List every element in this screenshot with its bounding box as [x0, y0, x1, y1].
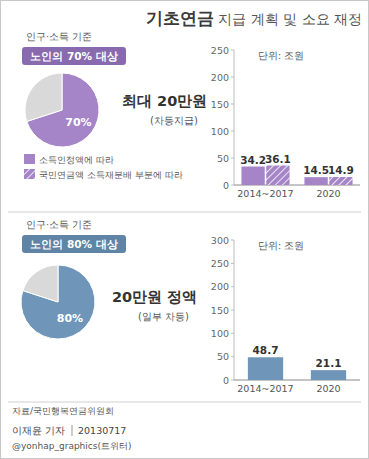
reporter: 이재윤 기자 [12, 425, 65, 436]
source: 자료/국민행복연금위원회 [12, 406, 114, 416]
y-tick [231, 104, 234, 105]
badge-box [22, 235, 126, 253]
criterion: 인구·소득 기준 [26, 31, 92, 42]
legend-label: 소득인정액에 따라 [39, 155, 114, 165]
y-tick [231, 356, 234, 357]
amount: 20만원 정액 [112, 289, 197, 305]
bar [266, 166, 289, 185]
data-label: 48.7 [253, 344, 279, 356]
graphic: 기초연금지급 계획 및 소요 재정인구·소득 기준노인의 70% 대상최대 20… [0, 0, 369, 459]
bar-chart: 0 50 100 150 200 250 단위: 조원 34.2 14.5 36.1 14.9 201… [211, 45, 360, 200]
badge: 노인의 70% 대상 [30, 50, 117, 62]
divider [8, 212, 361, 213]
y-tick-label: 300 [211, 235, 229, 246]
y-tick [231, 263, 234, 264]
x-tick-label: 2020 [316, 188, 340, 199]
y-tick-label: 150 [211, 99, 229, 110]
bars [248, 357, 346, 380]
bar [311, 370, 346, 380]
y-tick-label: 250 [211, 258, 229, 269]
data-label: 34.2 [240, 154, 266, 166]
y-tick-label: 250 [211, 45, 229, 56]
pie-label: 80% [57, 312, 83, 325]
pie-slice [23, 265, 58, 302]
y-tick-label: 100 [211, 126, 229, 137]
data-label: 14.9 [328, 164, 354, 176]
title-strong: 기초연금 [146, 8, 214, 28]
y-tick-label: 0 [223, 375, 229, 386]
badge-box [22, 47, 126, 65]
y-tick [231, 77, 234, 78]
y-tick [231, 380, 234, 381]
legend: 소득인정액에 따라국민연금액 소득재분배 부분에 따라 [24, 154, 183, 180]
unit-label: 단위: 조원 [258, 50, 304, 61]
y-tick-label: 50 [217, 153, 229, 164]
y-tick [231, 158, 234, 159]
amount: 최대 20만원 [122, 93, 207, 109]
date: 20130717 [78, 425, 126, 436]
separator [72, 425, 73, 436]
amount-note: (일부 차등) [138, 311, 189, 322]
y-tick-label: 100 [211, 328, 229, 339]
title: 기초연금지급 계획 및 소요 재정 [146, 8, 362, 28]
y-tick-label: 200 [211, 72, 229, 83]
x-tick-label: 2014~2017 [237, 383, 293, 394]
y-tick [231, 131, 234, 132]
handle: @yonhap_graphics(트위터) [12, 441, 131, 451]
frame [1, 1, 369, 459]
legend-swatch [24, 154, 35, 164]
pie [21, 265, 95, 339]
unit-label: 단위: 조원 [258, 240, 304, 251]
bar [241, 167, 264, 185]
title-rest: 지급 계획 및 소요 재정 [218, 11, 362, 27]
y-tick-label: 0 [223, 180, 229, 191]
data-label: 36.1 [265, 153, 291, 165]
bar [329, 177, 352, 185]
bar-chart: 0 50 100 150 200 250 300 단위: 조원 48.7 21.1 2014~201… [211, 235, 360, 395]
y-tick [231, 310, 234, 311]
amount-note: (차등지급) [150, 115, 198, 126]
pie-slice [21, 265, 95, 339]
y-tick [231, 50, 234, 51]
y-tick [231, 185, 234, 186]
bar [304, 177, 327, 185]
pie-slice [25, 73, 62, 121]
divider [8, 402, 361, 403]
y-tick [231, 333, 234, 334]
y-tick [231, 286, 234, 287]
legend-label: 국민연금액 소득재분배 부분에 따라 [39, 170, 183, 180]
bar [248, 357, 283, 380]
pie-label: 70% [65, 116, 91, 129]
y-tick-label: 50 [217, 351, 229, 362]
pie [25, 73, 99, 147]
x-tick-label: 2020 [316, 383, 340, 394]
criterion: 인구·소득 기준 [26, 219, 92, 230]
y-tick [231, 240, 234, 241]
badge: 노인의 80% 대상 [30, 238, 117, 250]
y-tick-label: 150 [211, 305, 229, 316]
y-axis [234, 50, 235, 185]
data-label: 21.1 [316, 357, 342, 369]
legend-swatch [24, 169, 35, 179]
data-label: 14.5 [303, 164, 329, 176]
y-tick-label: 200 [211, 281, 229, 292]
x-tick-label: 2014~2017 [237, 188, 293, 199]
